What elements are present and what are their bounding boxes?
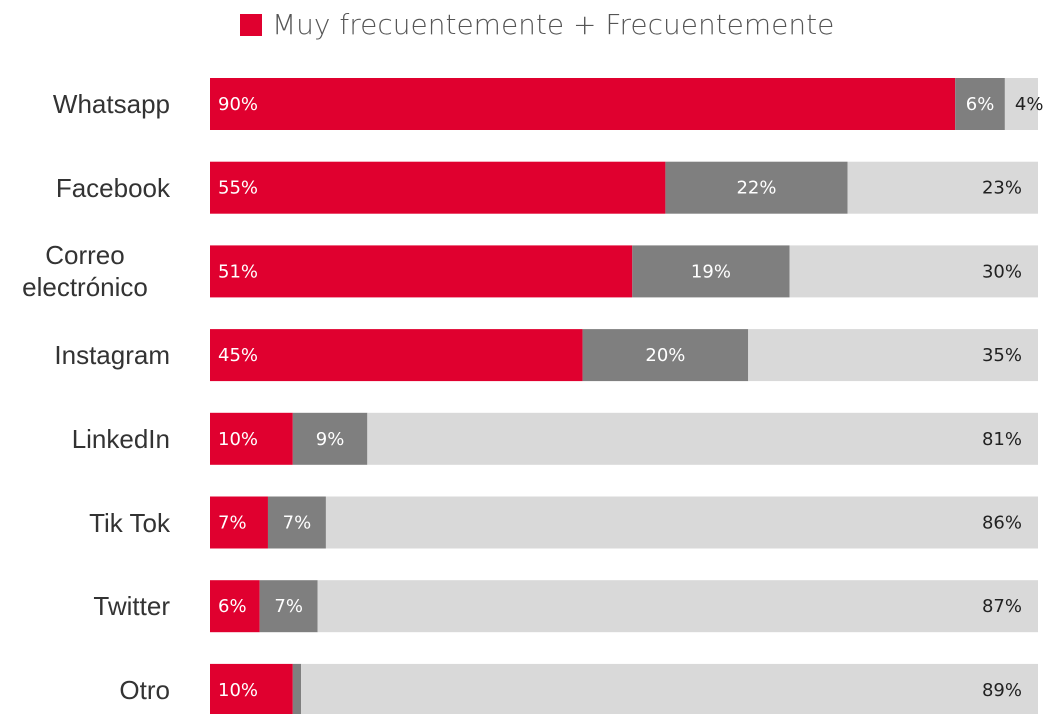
bar-segment (292, 663, 302, 714)
y-tick-text: Correo electrónico (22, 240, 148, 303)
bar-segment (317, 580, 1038, 633)
y-tick-label: Tik Tok (0, 507, 170, 539)
data-label: 7% (274, 596, 303, 617)
y-tick-label: LinkedIn (0, 423, 170, 455)
data-label: 9% (316, 429, 345, 450)
bar-segment (210, 329, 583, 382)
y-tick-label: Twitter (0, 590, 170, 622)
y-tick-label: Correo electrónico (0, 239, 170, 303)
data-label: 7% (283, 513, 312, 534)
y-tick-label: Instagram (0, 339, 170, 371)
data-label: 30% (982, 261, 1022, 282)
data-label: 20% (645, 345, 685, 366)
data-label: 6% (218, 596, 247, 617)
y-tick-text: Whatsapp (52, 89, 170, 119)
legend-label: Muy frecuentemente + Frecuentemente (272, 8, 834, 41)
data-label: 7% (218, 513, 247, 534)
legend-swatch (240, 14, 262, 36)
bar-segment (665, 161, 848, 214)
y-tick-label: Whatsapp (0, 88, 170, 120)
data-label: 81% (982, 429, 1022, 450)
y-tick-label: Otro (0, 674, 170, 706)
data-label: 45% (218, 345, 258, 366)
bar-segment (582, 329, 749, 382)
data-label: 55% (218, 178, 258, 199)
bar-segment (210, 580, 260, 633)
data-label: 4% (1015, 94, 1044, 115)
bar-segment (210, 161, 666, 214)
bar-segment (210, 663, 293, 714)
bar-segment (748, 329, 1038, 382)
data-label: 23% (982, 178, 1022, 199)
bar-segment (1004, 78, 1038, 130)
data-label: 10% (218, 680, 258, 701)
bar-segment (259, 580, 318, 633)
data-label: 22% (736, 178, 776, 199)
y-tick-text: Facebook (55, 172, 170, 203)
y-tick-text: Tik Tok (89, 507, 170, 538)
data-label: 35% (982, 345, 1022, 366)
bar-segment (789, 245, 1038, 298)
bar-segment (210, 78, 956, 130)
bar-segment (292, 412, 368, 465)
bar-segment (210, 496, 268, 549)
y-tick-label: Facebook (0, 172, 170, 204)
y-tick-text: Instagram (54, 340, 170, 371)
data-label: 89% (982, 680, 1022, 701)
data-label: 87% (982, 596, 1022, 617)
data-label: 19% (691, 261, 731, 282)
bar-segment (632, 245, 790, 298)
y-tick-text: Twitter (93, 591, 170, 622)
bar-segment (210, 412, 293, 465)
data-label: 10% (218, 429, 258, 450)
bar-segment (210, 245, 633, 298)
bar-segment (267, 496, 326, 549)
bar-segment (325, 496, 1038, 549)
bar-segment (847, 161, 1038, 214)
data-label: 51% (218, 261, 258, 282)
y-tick-text: Otro (119, 674, 170, 705)
bar-segment (367, 412, 1038, 465)
data-label: 6% (966, 94, 995, 115)
data-label: 90% (218, 94, 258, 115)
bar-segment (301, 663, 1039, 714)
y-tick-text: LinkedIn (71, 423, 170, 454)
data-label: 86% (982, 513, 1022, 534)
bar-segment (955, 78, 1005, 130)
